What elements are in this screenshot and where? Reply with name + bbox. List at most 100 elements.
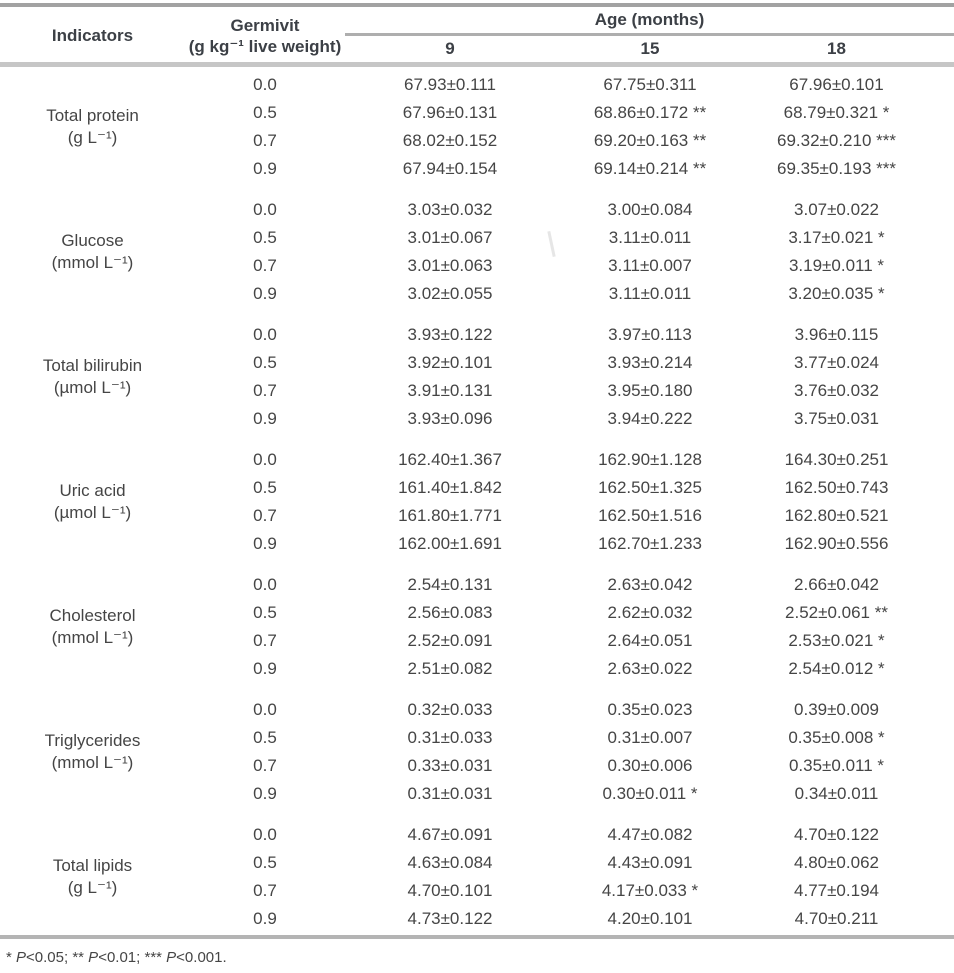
table-row: 0.0 3.93±0.122 3.97±0.113 3.96±0.115	[185, 321, 954, 349]
value-cell: 162.50±0.743	[784, 478, 889, 497]
table-row: 0.9 0.31±0.031 0.30±0.011 * 0.34±0.011	[185, 780, 954, 808]
dose-cell: 0.0	[253, 825, 277, 844]
dose-cell: 0.0	[253, 200, 277, 219]
dose-cell: 0.9	[253, 659, 277, 678]
indicator-name: Cholesterol	[49, 606, 136, 625]
table-body: Total protein (g L⁻¹) 0.0 67.93±0.111 67.75±…	[0, 67, 954, 933]
dose-cell: 0.7	[253, 381, 277, 400]
group-rows: 0.0 3.93±0.122 3.97±0.113 3.96±0.115 0.5 3.92…	[185, 321, 954, 433]
indicator-group-6: Total lipids (g L⁻¹) 0.0 4.67±0.091 4.47±0.0…	[0, 821, 954, 933]
table-row: 0.0 2.54±0.131 2.63±0.042 2.66±0.042	[185, 571, 954, 599]
value-cell: 4.70±0.101	[407, 881, 493, 900]
value-cell: 67.96±0.101	[789, 75, 884, 94]
value-cell: 4.47±0.082	[607, 825, 693, 844]
table-bottom-rule	[0, 935, 954, 939]
indicator-name: Glucose	[61, 231, 124, 250]
value-cell: 2.51±0.082	[407, 659, 493, 678]
value-cell: 162.90±1.128	[598, 450, 702, 469]
header-germivit: Germivit (g kg⁻¹ live weight)	[185, 15, 345, 57]
value-cell: 68.02±0.152	[402, 131, 498, 150]
table-row: 0.5 3.01±0.067 3.11±0.011 3.17±0.021 *	[185, 224, 954, 252]
value-cell: 0.34±0.011	[794, 784, 879, 803]
value-cell: 3.11±0.011	[608, 228, 692, 247]
table-row: 0.0 162.40±1.367 162.90±1.128 164.30±0.251	[185, 446, 954, 474]
value-cell: 0.39±0.009	[794, 700, 879, 719]
table-row: 0.7 3.91±0.131 3.95±0.180 3.76±0.032	[185, 377, 954, 405]
table-row: 0.7 0.33±0.031 0.30±0.006 0.35±0.011 *	[185, 752, 954, 780]
table-row: 0.7 2.52±0.091 2.64±0.051 2.53±0.021 *	[185, 627, 954, 655]
indicator-group-3: Uric acid (µmol L⁻¹) 0.0 162.40±1.367 162.90…	[0, 446, 954, 558]
value-cell: 4.73±0.122	[407, 909, 493, 928]
value-cell: 3.20±0.035 *	[788, 284, 885, 303]
value-cell: 2.62±0.032	[607, 603, 693, 622]
dose-cell: 0.0	[253, 75, 277, 94]
table-top-rule	[0, 3, 954, 7]
table-row: 0.5 3.92±0.101 3.93±0.214 3.77±0.024	[185, 349, 954, 377]
table-row: 0.0 67.93±0.111 67.75±0.311 67.96±0.101	[185, 71, 954, 99]
footnote-seg3: <0.001.	[176, 949, 227, 966]
value-cell: 67.94±0.154	[402, 159, 498, 178]
dose-cell: 0.5	[253, 103, 277, 122]
indicator-group-1: Glucose (mmol L⁻¹) 0.0 3.03±0.032 3.00±0.084…	[0, 196, 954, 308]
value-cell: 69.20±0.163 **	[593, 131, 707, 150]
footnote-seg2: <0.01; ***	[98, 949, 167, 966]
dose-cell: 0.7	[253, 631, 277, 650]
footnote-p1: P	[16, 949, 27, 966]
dose-cell: 0.5	[253, 728, 277, 747]
value-cell: 4.80±0.062	[794, 853, 879, 872]
dose-cell: 0.7	[253, 131, 277, 150]
value-cell: 3.11±0.011	[608, 284, 692, 303]
table-row: 0.7 3.01±0.063 3.11±0.007 3.19±0.011 *	[185, 252, 954, 280]
value-cell: 3.02±0.055	[407, 284, 493, 303]
value-cell: 162.90±0.556	[784, 534, 889, 553]
dose-cell: 0.0	[253, 450, 277, 469]
dose-cell: 0.7	[253, 506, 277, 525]
value-cell: 4.17±0.033 *	[601, 881, 699, 900]
indicator-cell: Glucose (mmol L⁻¹)	[0, 196, 185, 308]
age-column-15: 15	[640, 39, 660, 58]
value-cell: 3.93±0.214	[607, 353, 693, 372]
indicator-cell: Total bilirubin (µmol L⁻¹)	[0, 321, 185, 433]
indicator-unit: (mmol L⁻¹)	[51, 628, 134, 647]
indicator-group-5: Triglycerides (mmol L⁻¹) 0.0 0.32±0.033 0.35…	[0, 696, 954, 808]
value-cell: 0.35±0.011 *	[788, 756, 885, 775]
value-cell: 3.75±0.031	[794, 409, 879, 428]
value-cell: 0.31±0.033	[407, 728, 493, 747]
indicator-group-4: Cholesterol (mmol L⁻¹) 0.0 2.54±0.131 2.63±0…	[0, 571, 954, 683]
header-age-label: Age (months)	[594, 10, 705, 29]
group-rows: 0.0 4.67±0.091 4.47±0.082 4.70±0.122 0.5 4.63…	[185, 821, 954, 933]
footnote-seg1: <0.05; **	[26, 949, 89, 966]
value-cell: 162.80±0.521	[784, 506, 889, 525]
indicator-group-2: Total bilirubin (µmol L⁻¹) 0.0 3.93±0.122 3.…	[0, 321, 954, 433]
dose-cell: 0.0	[253, 575, 277, 594]
value-cell: 69.35±0.193 ***	[777, 159, 896, 178]
table-row: 0.7 4.70±0.101 4.17±0.033 * 4.77±0.194	[185, 877, 954, 905]
value-cell: 2.54±0.131	[407, 575, 493, 594]
value-cell: 4.63±0.084	[407, 853, 493, 872]
value-cell: 69.32±0.210 ***	[777, 131, 896, 150]
group-rows: 0.0 0.32±0.033 0.35±0.023 0.39±0.009 0.5 0.31…	[185, 696, 954, 808]
value-cell: 3.01±0.067	[407, 228, 493, 247]
footnote-star1: *	[6, 949, 17, 966]
indicator-name: Total protein	[46, 106, 139, 125]
value-cell: 3.19±0.011 *	[788, 256, 885, 275]
value-cell: 3.91±0.131	[407, 381, 493, 400]
table-row: 0.7 68.02±0.152 69.20±0.163 ** 69.32±0.210 …	[185, 127, 954, 155]
table-row: 0.9 4.73±0.122 4.20±0.101 4.70±0.211	[185, 905, 954, 933]
age-underline-rule	[345, 33, 954, 36]
value-cell: 0.35±0.008 *	[788, 728, 885, 747]
table-row: 0.5 161.40±1.842 162.50±1.325 162.50±0.743	[185, 474, 954, 502]
table-row: 0.5 0.31±0.033 0.31±0.007 0.35±0.008 *	[185, 724, 954, 752]
header-germivit-unit: (g kg⁻¹ live weight)	[188, 36, 342, 56]
table-row: 0.7 161.80±1.771 162.50±1.516 162.80±0.521	[185, 502, 954, 530]
value-cell: 3.07±0.022	[794, 200, 879, 219]
dose-cell: 0.0	[253, 325, 277, 344]
value-cell: 3.11±0.007	[608, 256, 692, 275]
value-cell: 68.79±0.321 *	[783, 103, 890, 122]
results-table-page: Indicators Germivit (g kg⁻¹ live weight)…	[0, 3, 954, 973]
value-cell: 2.63±0.042	[607, 575, 693, 594]
table-row: 0.5 4.63±0.084 4.43±0.091 4.80±0.062	[185, 849, 954, 877]
table-row: 0.5 2.56±0.083 2.62±0.032 2.52±0.061 **	[185, 599, 954, 627]
value-cell: 162.70±1.233	[598, 534, 702, 553]
age-column-18: 18	[827, 39, 846, 58]
